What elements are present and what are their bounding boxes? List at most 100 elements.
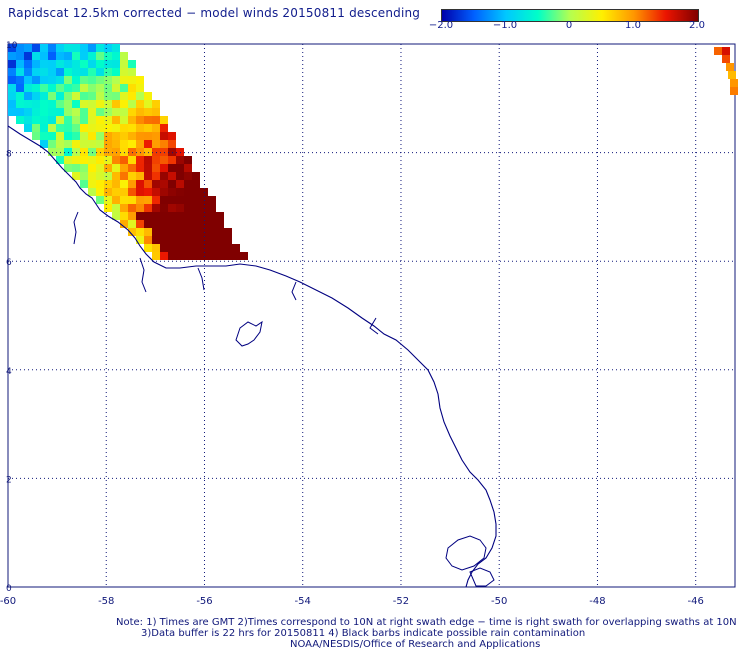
latitude-label: 4 [6,367,12,377]
swath-cell [714,47,722,55]
swath-cell [168,220,176,228]
swath-cell [112,124,120,132]
swath-cell [72,76,80,84]
swath-cell [128,60,136,68]
swath-cell [72,164,80,172]
swath-cell [120,124,128,132]
swath-cell [88,116,96,124]
swath-cell [16,44,24,52]
swath-cell [88,68,96,76]
swath-cell [192,252,200,260]
swath-cell [152,244,160,252]
colorbar-tick-label: −2.0 [428,20,454,31]
swath-cell [72,156,80,164]
swath-cell [728,71,736,79]
swath-cell [8,60,16,68]
swath-cell [208,236,216,244]
swath-cell [184,188,192,196]
swath-cell [104,140,112,148]
swath-cell [128,212,136,220]
swath-cell [144,124,152,132]
swath-cell [128,140,136,148]
swath-cell [24,44,32,52]
colorbar-tick-label: −1.0 [492,20,518,31]
swath-cell [160,172,168,180]
swath-cell [56,52,64,60]
swath-cell [216,228,224,236]
swath-cell [40,60,48,68]
swath-cell [72,68,80,76]
swath-cell [80,148,88,156]
latitude-label: 6 [6,258,12,268]
swath-cell [208,228,216,236]
swath-cell [56,156,64,164]
swath-cell [152,140,160,148]
swath-cell [40,68,48,76]
swath-cell [72,132,80,140]
swath-cell [168,148,176,156]
swath-cell [48,124,56,132]
swath-cell [32,44,40,52]
swath-cell [56,84,64,92]
swath-cell [120,100,128,108]
swath-cell [72,124,80,132]
swath-cell [32,108,40,116]
swath-cell [128,76,136,84]
swath-cell [96,108,104,116]
swath-cell [112,116,120,124]
swath-cell [168,244,176,252]
swath-cell [192,220,200,228]
marajo-island [445,535,495,587]
note-line-2: 3)Data buffer is 22 hrs for 20150811 4) … [141,628,586,639]
swath-cell [32,52,40,60]
swath-cell [152,252,160,260]
swath-cell [112,140,120,148]
swath-cell [104,52,112,60]
swath-cell [144,180,152,188]
swath-cell [112,204,120,212]
swath-cell [56,60,64,68]
swath-cell [128,164,136,172]
swath-cell [152,100,160,108]
swath-cell [40,132,48,140]
swath-cell [72,44,80,52]
note-line-1: Note: 1) Times are GMT 2)Times correspon… [116,617,737,628]
swath-cell [160,148,168,156]
swath-cell [48,60,56,68]
swath-cell [120,220,128,228]
colorbar [441,9,699,22]
swath-cell [136,204,144,212]
swath-cell [40,92,48,100]
swath-cell [184,228,192,236]
swath-cell [8,92,16,100]
swath-cell [96,52,104,60]
lake-brokopondo [235,320,263,347]
swath-cell [192,204,200,212]
swath-cell [80,172,88,180]
swath-cell [40,116,48,124]
swath-cell [192,244,200,252]
swath-cell [80,180,88,188]
longitude-label: -60 [0,596,16,607]
swath-cell [120,68,128,76]
swath-cell [96,140,104,148]
swath-cell [48,100,56,108]
swath-cell [160,212,168,220]
swath-cell [40,76,48,84]
swath-cell [208,204,216,212]
swath-cell [128,84,136,92]
swath-cell [160,132,168,140]
longitude-label: -50 [491,596,507,607]
swath-cell [128,116,136,124]
longitude-label: -54 [295,596,311,607]
swath-cell [192,236,200,244]
swath-cell [128,172,136,180]
swath-cell [96,124,104,132]
swath-cell [216,220,224,228]
swath-cell [144,140,152,148]
swath-cell [128,108,136,116]
swath-cell [72,84,80,92]
swath-cell [96,148,104,156]
swath-cell [16,100,24,108]
swath-cell [24,84,32,92]
